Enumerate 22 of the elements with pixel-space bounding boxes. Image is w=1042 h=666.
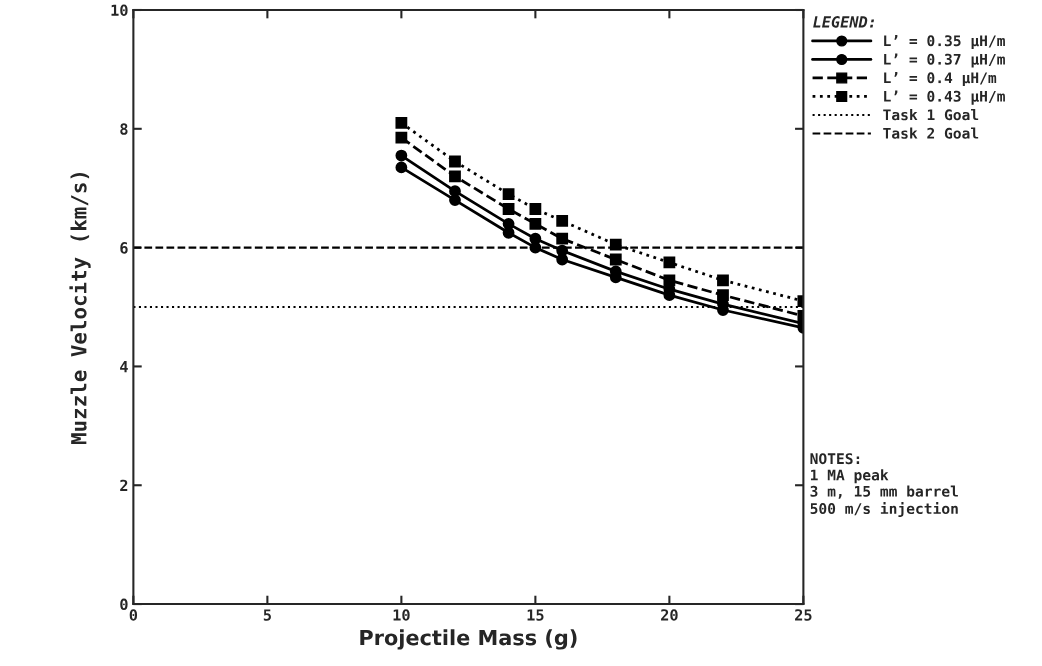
x-tick-label: 25 <box>795 609 812 621</box>
y-tick-label: 2 <box>120 479 128 492</box>
legend-label: L’ = 0.35 μH/m <box>884 34 1005 50</box>
x-axis-title: Projectile Mass (g) <box>360 629 577 650</box>
legend-label: L’ = 0.37 μH/m <box>884 53 1005 68</box>
x-tick-label: 15 <box>527 609 544 621</box>
x-tick-label: 10 <box>393 609 410 621</box>
y-tick-label: 0 <box>120 598 128 611</box>
legend-label: Task 1 Goal <box>883 109 979 121</box>
text: NOTES: 1 MA peak 3 m, 15 mm barrel 500 m/s injection <box>810 453 958 517</box>
x-tick-label: 5 <box>263 609 271 621</box>
y-axis-title: Muzzle Velocity (km/s) <box>69 172 91 445</box>
y-tick-label: 10 <box>111 4 128 17</box>
x-tick-label: 0 <box>129 609 138 621</box>
y-tick-label: 8 <box>120 123 128 135</box>
y-tick-label: 6 <box>120 242 128 254</box>
legend-label: Task 2 Goal <box>883 127 979 139</box>
legend-label: L’ = 0.4 μH/m <box>884 71 997 87</box>
legend-title: LEGEND: <box>813 16 875 28</box>
legend-label: L’ = 0.43 μH/m <box>884 90 1005 105</box>
y-tick-label: 4 <box>120 361 128 373</box>
x-tick-label: 20 <box>661 609 678 621</box>
